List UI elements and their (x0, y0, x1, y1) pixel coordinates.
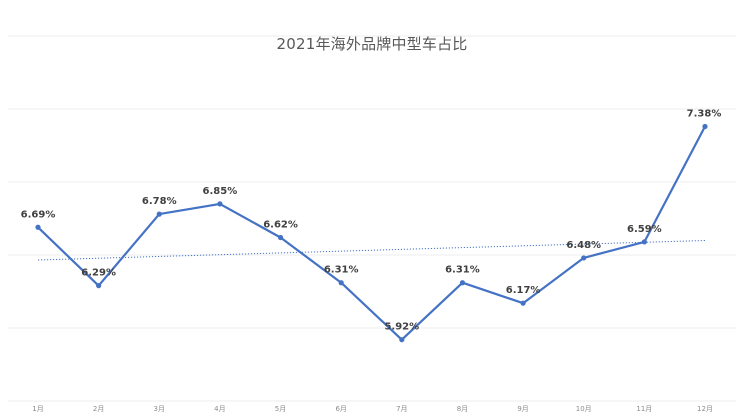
data-label-8: 6.31% (445, 265, 480, 276)
data-label-2: 6.29% (81, 268, 116, 279)
x-tick-label-6: 6月 (335, 405, 346, 413)
data-point-1 (35, 224, 41, 230)
data-point-8 (459, 280, 466, 286)
gridlines (8, 35, 736, 402)
data-point-4 (217, 201, 223, 207)
trendline (37, 240, 706, 261)
chart-title: 2021年海外品牌中型车占比 (276, 35, 468, 53)
x-tick-label-7: 7月 (396, 405, 407, 413)
data-label-7: 5.92% (384, 322, 419, 333)
x-tick-label-2: 2月 (93, 405, 104, 413)
data-label-6: 6.31% (324, 265, 359, 276)
data-point-12 (702, 123, 708, 130)
data-label-10: 6.48% (566, 240, 601, 251)
data-label-4: 6.85% (203, 186, 238, 197)
x-tick-label-1: 1月 (32, 405, 43, 413)
series-line (36, 125, 707, 341)
data-point-10 (581, 255, 587, 261)
data-point-9 (520, 300, 526, 306)
data-point-2 (96, 283, 102, 289)
data-label-3: 6.78% (142, 196, 177, 207)
x-tick-label-3: 3月 (154, 405, 165, 413)
data-point-5 (277, 234, 284, 241)
data-label-12: 7.38% (687, 109, 722, 120)
x-tick-label-5: 5月 (275, 405, 286, 413)
data-point-7 (399, 337, 405, 343)
x-tick-label-9: 9月 (517, 405, 528, 413)
x-tick-label-10: 10月 (576, 405, 592, 413)
data-point-6 (338, 280, 344, 286)
data-label-1: 6.69% (21, 209, 56, 220)
data-label-5: 6.62% (263, 219, 298, 230)
data-point-11 (641, 239, 647, 245)
x-tick-label-8: 8月 (457, 405, 468, 413)
x-tick-label-4: 4月 (214, 405, 225, 413)
data-label-11: 6.59% (627, 224, 662, 235)
x-tick-label-12: 12月 (697, 405, 713, 413)
x-tick-label-11: 11月 (636, 405, 652, 413)
data-point-3 (156, 211, 162, 217)
data-label-9: 6.17% (506, 285, 541, 296)
